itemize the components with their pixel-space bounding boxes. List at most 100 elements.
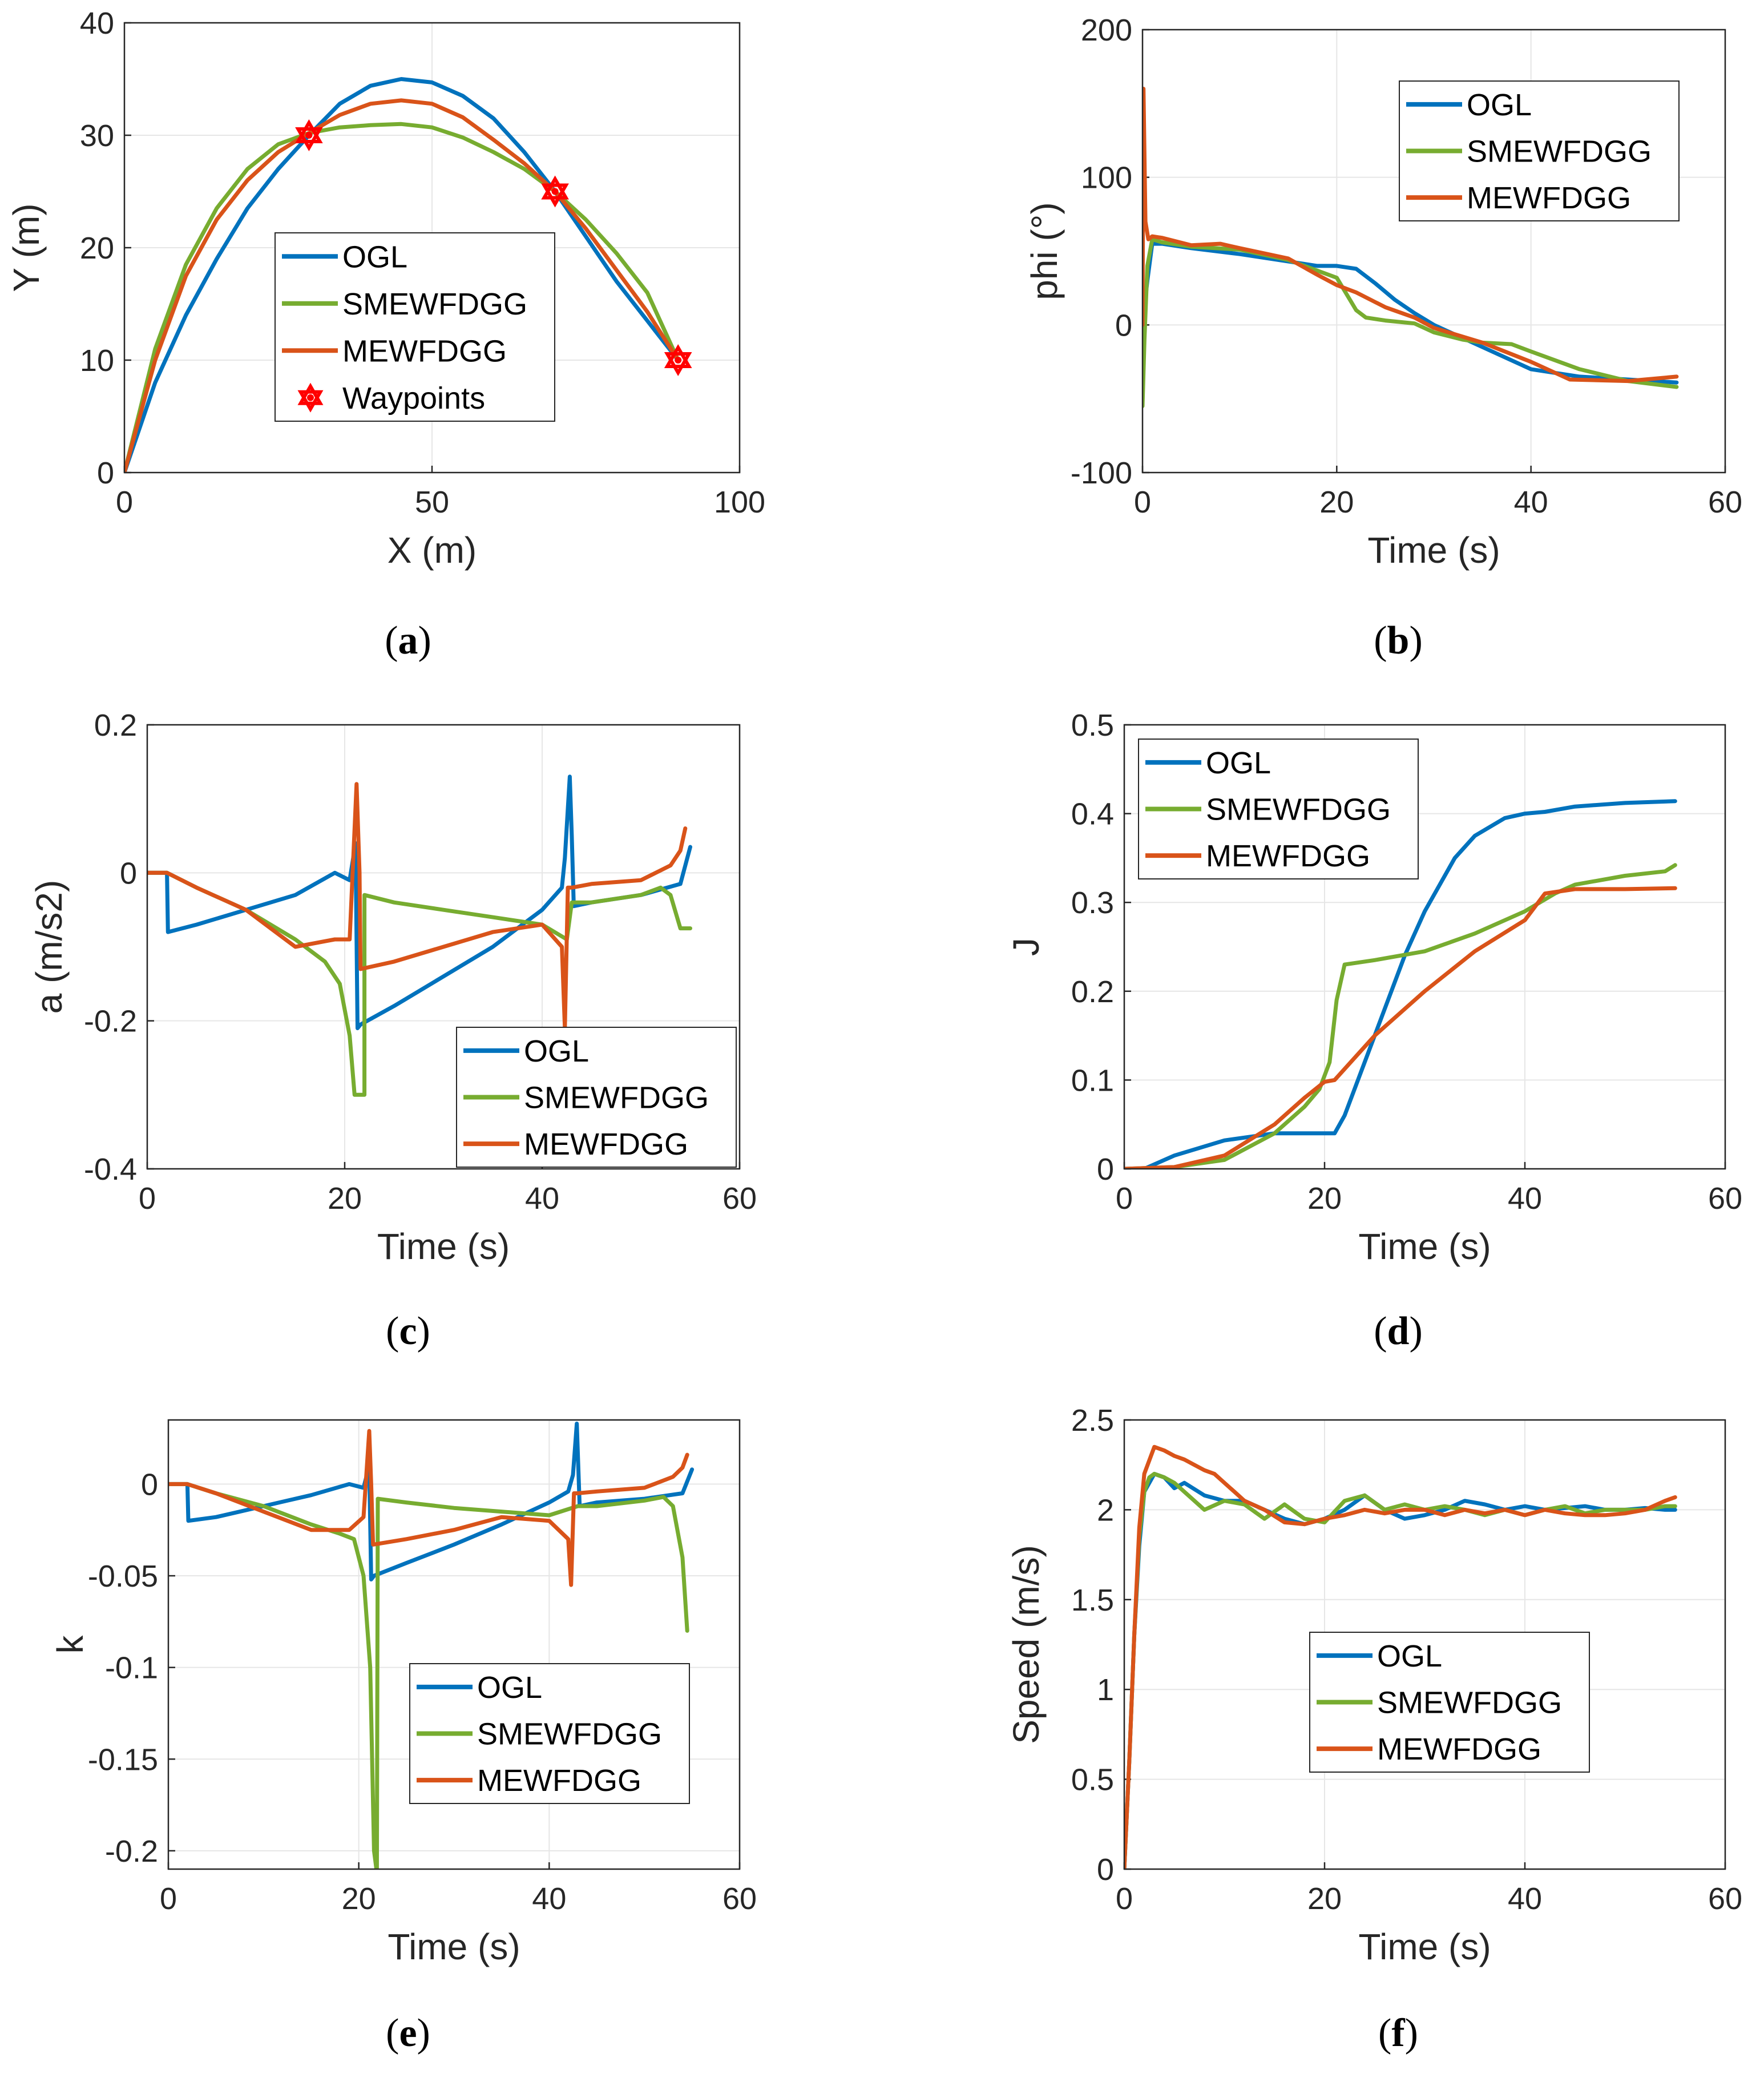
y-tick-label: 1 (1097, 1673, 1114, 1707)
y-tick-label: 0.2 (1071, 975, 1114, 1009)
legend: OGL SMEWFDGG MEWFDGG (456, 1027, 737, 1168)
axes-frame (1141, 29, 1726, 474)
subfigure-caption: (a) (385, 619, 431, 663)
x-tick-label: 0 (139, 1181, 156, 1216)
legend-entry: MEWFDGG (1206, 839, 1370, 873)
x-tick-label: 40 (525, 1181, 559, 1216)
legend-entry: Waypoints (342, 381, 485, 415)
x-tick-label: 20 (1307, 1181, 1342, 1216)
axes-frame (146, 724, 741, 1170)
y-tick-label: 0.3 (1071, 886, 1114, 920)
legend-entry: OGL (1377, 1639, 1442, 1673)
y-axis-label: a (m/s2) (29, 880, 70, 1014)
axes-frame (167, 1419, 741, 1870)
subfigure-caption: (b) (1374, 619, 1423, 663)
y-tick-label: 0 (120, 856, 137, 890)
series-line-mewfdgg (1143, 87, 1679, 384)
subfigure-caption: (d) (1374, 1309, 1423, 1353)
series-line-smewfdgg (1143, 237, 1679, 409)
series-line-ogl (1124, 799, 1677, 1169)
y-tick-label: 0 (1097, 1152, 1114, 1187)
y-tick-label: -0.2 (84, 1004, 137, 1039)
series-line-smewfdgg (1124, 863, 1677, 1169)
y-tick-label: 2 (1097, 1493, 1114, 1527)
series-line-mewfdgg (1124, 886, 1677, 1169)
y-tick-label: 10 (80, 344, 114, 378)
x-axis-label: Time (s) (377, 1226, 510, 1267)
y-axis-label: Speed (m/s) (1006, 1545, 1047, 1744)
subfigure-caption: (e) (386, 2011, 430, 2055)
x-tick-label: 40 (1508, 1181, 1542, 1216)
legend-box (275, 232, 555, 422)
y-tick-label: 2.5 (1071, 1403, 1114, 1438)
legend: OGL SMEWFDGG MEWFDGG (409, 1663, 690, 1804)
y-tick-label: 0 (1097, 1853, 1114, 1887)
y-tick-label: 0.5 (1071, 1763, 1114, 1797)
legend: OGL SMEWFDGG MEWFDGG (1399, 80, 1680, 221)
chart-e: 0 20 40 60 -0.2 -0.15 -0.1 -0.05 0 Time (s) k OGL SM… (50, 1419, 757, 2055)
x-tick-label: 0 (1134, 485, 1151, 519)
x-tick-label: 40 (1514, 485, 1548, 519)
y-tick-label: -0.2 (105, 1834, 158, 1869)
chart-c: 0 20 40 60 -0.4 -0.2 0 0.2 Time (s) a (m/s2) OGL SM… (29, 708, 757, 1353)
chart-f: 0 20 40 60 0 0.5 1 1.5 2 2.5 Time (s) Speed (m/s) OG… (1006, 1403, 1742, 2055)
series-line-smewfdgg (1124, 1471, 1677, 1869)
legend-entry: OGL (1467, 88, 1532, 122)
x-tick-label: 0 (1116, 1882, 1133, 1916)
chart-a: 0 50 100 0 10 20 30 40 X (m) Y (m) OGL SMEWFDGG MEWF… (6, 6, 765, 663)
x-axis-label: Time (s) (1367, 530, 1500, 571)
legend-entry: MEWFDGG (477, 1764, 641, 1798)
y-tick-label: -0.1 (105, 1651, 158, 1685)
y-tick-label: 0 (141, 1467, 158, 1502)
x-tick-label: 50 (415, 485, 449, 519)
waypoint-marker (541, 175, 569, 208)
y-tick-label: -0.15 (88, 1742, 158, 1777)
series-line-smewfdgg (168, 1482, 689, 1869)
legend-entry: OGL (1206, 746, 1271, 780)
y-tick-label: 40 (80, 6, 114, 41)
x-tick-label: 40 (532, 1882, 566, 1916)
series-line-ogl (147, 774, 692, 1031)
y-tick-label: 100 (1081, 161, 1132, 195)
legend-entry: MEWFDGG (1377, 1732, 1541, 1766)
legend-swatch-waypoints (297, 382, 324, 413)
series-line-mewfdgg (1124, 1444, 1677, 1869)
x-tick-label: 0 (1116, 1181, 1133, 1216)
series-line-mewfdgg (147, 782, 688, 1031)
series-line-smewfdgg (124, 122, 680, 473)
y-axis-label: J (1006, 938, 1047, 956)
series-line-ogl (124, 77, 680, 473)
legend-entry: SMEWFDGG (524, 1081, 709, 1115)
y-axis-label: Y (m) (6, 203, 47, 292)
x-tick-label: 100 (714, 485, 765, 519)
waypoint-marker (295, 119, 323, 151)
x-axis-label: X (m) (387, 530, 477, 571)
series-line-smewfdgg (147, 870, 692, 1097)
x-tick-label: 0 (160, 1882, 177, 1916)
legend-entry: SMEWFDGG (342, 287, 527, 321)
axes-frame (123, 22, 741, 474)
legend-entry: MEWFDGG (342, 334, 507, 368)
y-tick-label: 0.1 (1071, 1063, 1114, 1097)
y-axis-label: phi (°) (1024, 202, 1065, 300)
x-axis-label: Time (s) (1358, 1226, 1491, 1267)
subfigure-caption: (f) (1378, 2011, 1418, 2055)
axes-frame (1123, 724, 1726, 1170)
legend: OGL SMEWFDGG MEWFDGG Waypoints (275, 232, 555, 422)
x-tick-label: 60 (1708, 1882, 1742, 1916)
y-tick-label: -100 (1071, 456, 1132, 490)
y-tick-label: 200 (1081, 13, 1132, 47)
y-axis-label: k (50, 1635, 91, 1654)
x-tick-label: 20 (342, 1882, 376, 1916)
x-tick-label: 60 (722, 1181, 757, 1216)
waypoint-marker (664, 344, 692, 376)
x-axis-label: Time (s) (1358, 1926, 1491, 1967)
y-tick-label: 30 (80, 119, 114, 153)
legend-entry: OGL (477, 1671, 542, 1705)
subfigure-caption: (c) (386, 1309, 430, 1353)
y-tick-label: 1.5 (1071, 1583, 1114, 1617)
chart-d: 0 20 40 60 0 0.1 0.2 0.3 0.4 0.5 Time (s) J OGL SMEWF… (1006, 708, 1742, 1353)
x-tick-label: 0 (116, 485, 133, 519)
x-tick-label: 40 (1508, 1882, 1542, 1916)
